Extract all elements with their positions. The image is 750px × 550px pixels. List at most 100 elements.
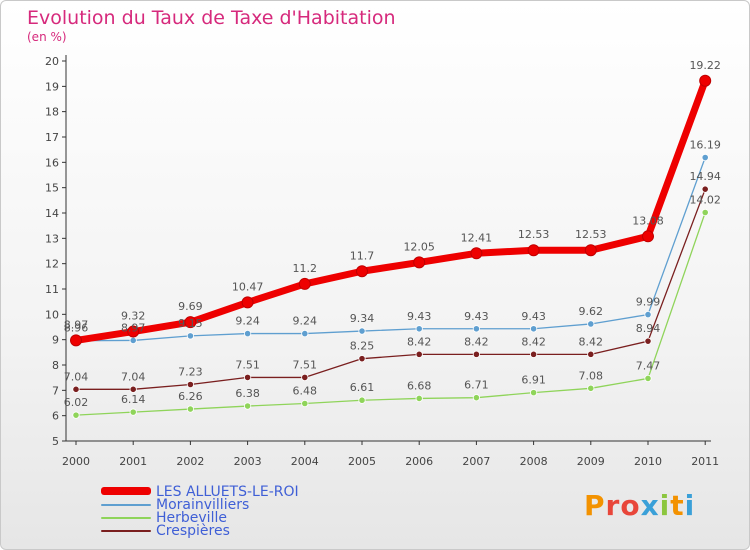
x-tick-label: 2008 bbox=[520, 455, 548, 468]
data-point bbox=[301, 329, 309, 338]
data-label: 9.99 bbox=[636, 296, 661, 309]
y-tick-label: 16 bbox=[45, 156, 59, 169]
y-tick-label: 19 bbox=[45, 80, 59, 93]
data-point bbox=[413, 256, 426, 269]
data-point bbox=[472, 394, 480, 402]
data-point bbox=[699, 74, 712, 87]
data-point bbox=[301, 373, 309, 382]
data-point bbox=[129, 408, 137, 416]
legend-swatch-herbeville bbox=[101, 517, 151, 519]
y-tick-label: 9 bbox=[52, 334, 59, 347]
data-label: 6.68 bbox=[407, 379, 432, 392]
data-point bbox=[415, 394, 423, 403]
data-label: 9.43 bbox=[464, 310, 489, 323]
data-label: 6.26 bbox=[178, 390, 203, 403]
data-point bbox=[415, 350, 423, 358]
data-label: 7.47 bbox=[636, 359, 661, 372]
data-label: 7.51 bbox=[293, 358, 318, 371]
data-point bbox=[244, 402, 252, 410]
logo-letter: r bbox=[605, 489, 621, 522]
y-tick-label: 11 bbox=[45, 283, 59, 296]
data-label: 6.71 bbox=[464, 379, 489, 392]
chart-title: Evolution du Taux de Taxe d'Habitation bbox=[27, 7, 396, 29]
data-point bbox=[644, 337, 652, 345]
data-label: 9.24 bbox=[235, 315, 260, 328]
data-point bbox=[129, 385, 137, 393]
data-label: 9.24 bbox=[293, 315, 318, 328]
data-label: 8.97 bbox=[121, 321, 146, 334]
data-point bbox=[701, 208, 709, 217]
data-label: 7.23 bbox=[178, 366, 203, 379]
data-point bbox=[184, 316, 197, 329]
x-tick-label: 2005 bbox=[348, 455, 376, 468]
data-label: 6.48 bbox=[293, 385, 318, 398]
x-tick-label: 2009 bbox=[577, 455, 605, 468]
y-tick-label: 6 bbox=[52, 410, 59, 423]
data-point bbox=[186, 405, 194, 413]
data-label: 6.14 bbox=[121, 393, 146, 406]
y-tick-label: 18 bbox=[45, 106, 59, 119]
data-label: 8.42 bbox=[407, 335, 432, 348]
logo-letter: i bbox=[659, 489, 671, 522]
data-point bbox=[527, 244, 540, 257]
data-label: 8.42 bbox=[464, 335, 489, 348]
data-point bbox=[529, 389, 538, 397]
chart-unit-label: (en %) bbox=[27, 30, 67, 44]
y-tick-label: 17 bbox=[45, 131, 59, 144]
data-point bbox=[587, 320, 595, 328]
data-label: 9.69 bbox=[178, 300, 203, 313]
data-label: 9.62 bbox=[579, 305, 604, 318]
legend-label-crespieres: Crespières bbox=[156, 523, 230, 539]
data-point bbox=[529, 325, 538, 333]
data-label: 6.91 bbox=[521, 374, 546, 387]
data-label: 8.96 bbox=[64, 322, 89, 335]
data-label: 12.53 bbox=[518, 228, 550, 241]
data-point bbox=[358, 396, 366, 404]
data-point bbox=[584, 244, 597, 257]
data-label: 7.04 bbox=[64, 370, 89, 383]
data-label: 19.22 bbox=[689, 59, 721, 72]
data-label: 8.42 bbox=[521, 335, 546, 348]
data-label: 9.32 bbox=[121, 310, 146, 323]
data-label: 11.2 bbox=[293, 262, 318, 275]
x-tick-label: 2010 bbox=[634, 455, 662, 468]
data-point bbox=[301, 399, 309, 408]
x-tick-label: 2002 bbox=[176, 455, 204, 468]
series-line bbox=[75, 188, 706, 390]
data-label: 12.05 bbox=[403, 240, 435, 253]
data-point bbox=[244, 373, 252, 382]
legend-label-alluets: LES ALLUETS-LE-ROI bbox=[156, 484, 299, 500]
legend-label-herbeville: Herbeville bbox=[156, 510, 227, 526]
legend-label-morainvilliers: Morainvilliers bbox=[156, 497, 250, 513]
logo-letter: t bbox=[670, 489, 685, 522]
data-point bbox=[472, 350, 480, 358]
x-tick-label: 2000 bbox=[62, 455, 90, 468]
proxiti-logo: Proxiti bbox=[584, 489, 695, 522]
data-point bbox=[186, 332, 194, 340]
data-point bbox=[72, 411, 80, 419]
x-tick-label: 2011 bbox=[691, 455, 719, 468]
data-label: 8.25 bbox=[350, 340, 375, 353]
y-tick-label: 15 bbox=[45, 182, 59, 195]
legend-swatch-morainvilliers bbox=[101, 504, 151, 506]
x-tick-label: 2004 bbox=[291, 455, 319, 468]
data-label: 7.04 bbox=[121, 370, 146, 383]
data-label: 9.43 bbox=[521, 310, 546, 323]
data-label: 10.47 bbox=[232, 280, 264, 293]
x-tick-label: 2001 bbox=[119, 455, 147, 468]
data-point bbox=[356, 265, 368, 278]
data-point bbox=[470, 247, 483, 260]
data-point bbox=[587, 350, 595, 358]
data-point bbox=[241, 296, 254, 309]
y-tick-label: 10 bbox=[45, 308, 59, 321]
data-point bbox=[358, 327, 366, 335]
y-tick-label: 13 bbox=[45, 232, 59, 245]
data-point bbox=[472, 325, 480, 333]
legend-swatch-alluets bbox=[101, 487, 151, 495]
data-point bbox=[72, 385, 80, 393]
logo-letter: o bbox=[620, 489, 641, 522]
x-tick-label: 2003 bbox=[234, 455, 262, 468]
logo-letter: x bbox=[640, 489, 660, 522]
y-tick-label: 20 bbox=[45, 55, 59, 68]
